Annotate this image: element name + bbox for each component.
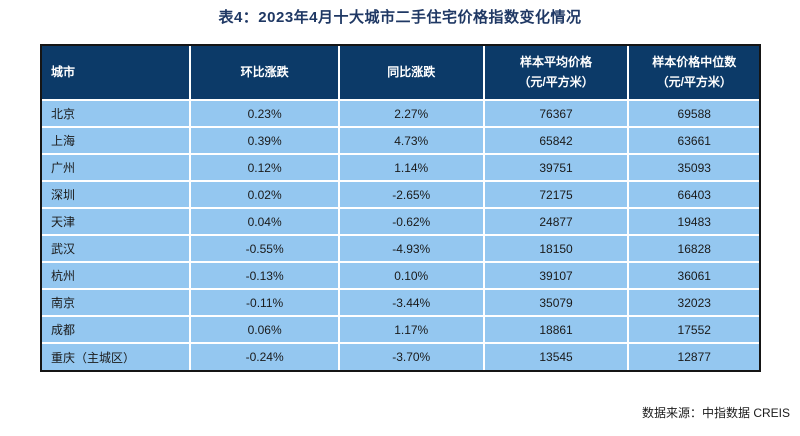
cell-median-price: 32023 bbox=[627, 288, 759, 317]
cell-avg-price: 35079 bbox=[482, 288, 630, 317]
cell-yoy: -0.62% bbox=[337, 207, 485, 236]
table-row-tianjin: 天津 0.04% -0.62% 24877 19483 bbox=[42, 207, 759, 236]
cell-avg-price: 65842 bbox=[482, 126, 630, 155]
cell-city: 南京 bbox=[42, 288, 192, 317]
header-median-price: 样本价格中位数 （元/平方米） bbox=[627, 46, 759, 101]
table-row-beijing: 北京 0.23% 2.27% 76367 69588 bbox=[42, 99, 759, 128]
cell-city: 成都 bbox=[42, 315, 192, 344]
cell-mom: -0.11% bbox=[189, 288, 340, 317]
cell-avg-price: 76367 bbox=[482, 99, 630, 128]
cell-yoy: -4.93% bbox=[337, 234, 485, 263]
cell-median-price: 12877 bbox=[627, 342, 759, 370]
header-mom-change: 环比涨跌 bbox=[189, 46, 340, 101]
table-body: 北京 0.23% 2.27% 76367 69588 上海 0.39% 4.73… bbox=[42, 99, 759, 370]
cell-avg-price: 39107 bbox=[482, 261, 630, 290]
cell-median-price: 35093 bbox=[627, 153, 759, 182]
cell-mom: 0.06% bbox=[189, 315, 340, 344]
table-row-hangzhou: 杭州 -0.13% 0.10% 39107 36061 bbox=[42, 261, 759, 290]
cell-yoy: -2.65% bbox=[337, 180, 485, 209]
data-source-note: 数据来源：中指数据 CREIS bbox=[641, 406, 790, 420]
cell-yoy: 1.17% bbox=[337, 315, 485, 344]
table-row-shanghai: 上海 0.39% 4.73% 65842 63661 bbox=[42, 126, 759, 155]
header-city-label: 城市 bbox=[51, 64, 76, 79]
cell-mom: 0.12% bbox=[189, 153, 340, 182]
cell-avg-price: 72175 bbox=[482, 180, 630, 209]
cell-city: 武汉 bbox=[42, 234, 192, 263]
cell-city: 杭州 bbox=[42, 261, 192, 290]
cell-yoy: 0.10% bbox=[337, 261, 485, 290]
cell-avg-price: 18861 bbox=[482, 315, 630, 344]
cell-yoy: -3.70% bbox=[337, 342, 485, 370]
cell-mom: 0.04% bbox=[189, 207, 340, 236]
cell-avg-price: 13545 bbox=[482, 342, 630, 370]
cell-city: 北京 bbox=[42, 99, 192, 128]
cell-city: 广州 bbox=[42, 153, 192, 182]
cell-median-price: 17552 bbox=[627, 315, 759, 344]
header-avg-price: 样本平均价格 （元/平方米） bbox=[482, 46, 630, 101]
price-index-table-container: 城市 环比涨跌 同比涨跌 样本平均价格 （元/平方米） 样本价格中位数 （元/平… bbox=[40, 44, 761, 372]
price-index-table: 城市 环比涨跌 同比涨跌 样本平均价格 （元/平方米） 样本价格中位数 （元/平… bbox=[42, 46, 759, 370]
cell-median-price: 69588 bbox=[627, 99, 759, 128]
cell-mom: -0.55% bbox=[189, 234, 340, 263]
cell-mom: 0.39% bbox=[189, 126, 340, 155]
cell-mom: -0.24% bbox=[189, 342, 340, 370]
cell-median-price: 36061 bbox=[627, 261, 759, 290]
cell-avg-price: 24877 bbox=[482, 207, 630, 236]
table-row-shenzhen: 深圳 0.02% -2.65% 72175 66403 bbox=[42, 180, 759, 209]
cell-median-price: 63661 bbox=[627, 126, 759, 155]
cell-yoy: 2.27% bbox=[337, 99, 485, 128]
cell-city: 上海 bbox=[42, 126, 192, 155]
cell-avg-price: 39751 bbox=[482, 153, 630, 182]
cell-median-price: 16828 bbox=[627, 234, 759, 263]
cell-median-price: 19483 bbox=[627, 207, 759, 236]
table-row-guangzhou: 广州 0.12% 1.14% 39751 35093 bbox=[42, 153, 759, 182]
cell-mom: -0.13% bbox=[189, 261, 340, 290]
cell-yoy: 1.14% bbox=[337, 153, 485, 182]
header-mom-label: 环比涨跌 bbox=[240, 64, 289, 79]
cell-yoy: 4.73% bbox=[337, 126, 485, 155]
header-avg-price-unit: （元/平方米） bbox=[518, 74, 594, 89]
table-row-wuhan: 武汉 -0.55% -4.93% 18150 16828 bbox=[42, 234, 759, 263]
header-yoy-label: 同比涨跌 bbox=[387, 64, 436, 79]
header-city: 城市 bbox=[42, 46, 192, 101]
header-yoy-change: 同比涨跌 bbox=[337, 46, 485, 101]
table-row-chengdu: 成都 0.06% 1.17% 18861 17552 bbox=[42, 315, 759, 344]
page-title: 表4：2023年4月十大城市二手住宅价格指数变化情况 bbox=[218, 9, 582, 26]
cell-mom: 0.02% bbox=[189, 180, 340, 209]
cell-median-price: 66403 bbox=[627, 180, 759, 209]
cell-yoy: -3.44% bbox=[337, 288, 485, 317]
header-median-price-label: 样本价格中位数 bbox=[652, 55, 737, 70]
cell-city: 深圳 bbox=[42, 180, 192, 209]
cell-city: 重庆（主城区） bbox=[42, 342, 192, 370]
cell-city: 天津 bbox=[42, 207, 192, 236]
header-median-price-unit: （元/平方米） bbox=[656, 74, 732, 89]
header-avg-price-label: 样本平均价格 bbox=[520, 55, 593, 70]
table-header: 城市 环比涨跌 同比涨跌 样本平均价格 （元/平方米） 样本价格中位数 （元/平… bbox=[42, 46, 759, 101]
cell-avg-price: 18150 bbox=[482, 234, 630, 263]
header-row: 城市 环比涨跌 同比涨跌 样本平均价格 （元/平方米） 样本价格中位数 （元/平… bbox=[42, 46, 759, 101]
table-row-nanjing: 南京 -0.11% -3.44% 35079 32023 bbox=[42, 288, 759, 317]
cell-mom: 0.23% bbox=[189, 99, 340, 128]
table-row-chongqing: 重庆（主城区） -0.24% -3.70% 13545 12877 bbox=[42, 342, 759, 370]
